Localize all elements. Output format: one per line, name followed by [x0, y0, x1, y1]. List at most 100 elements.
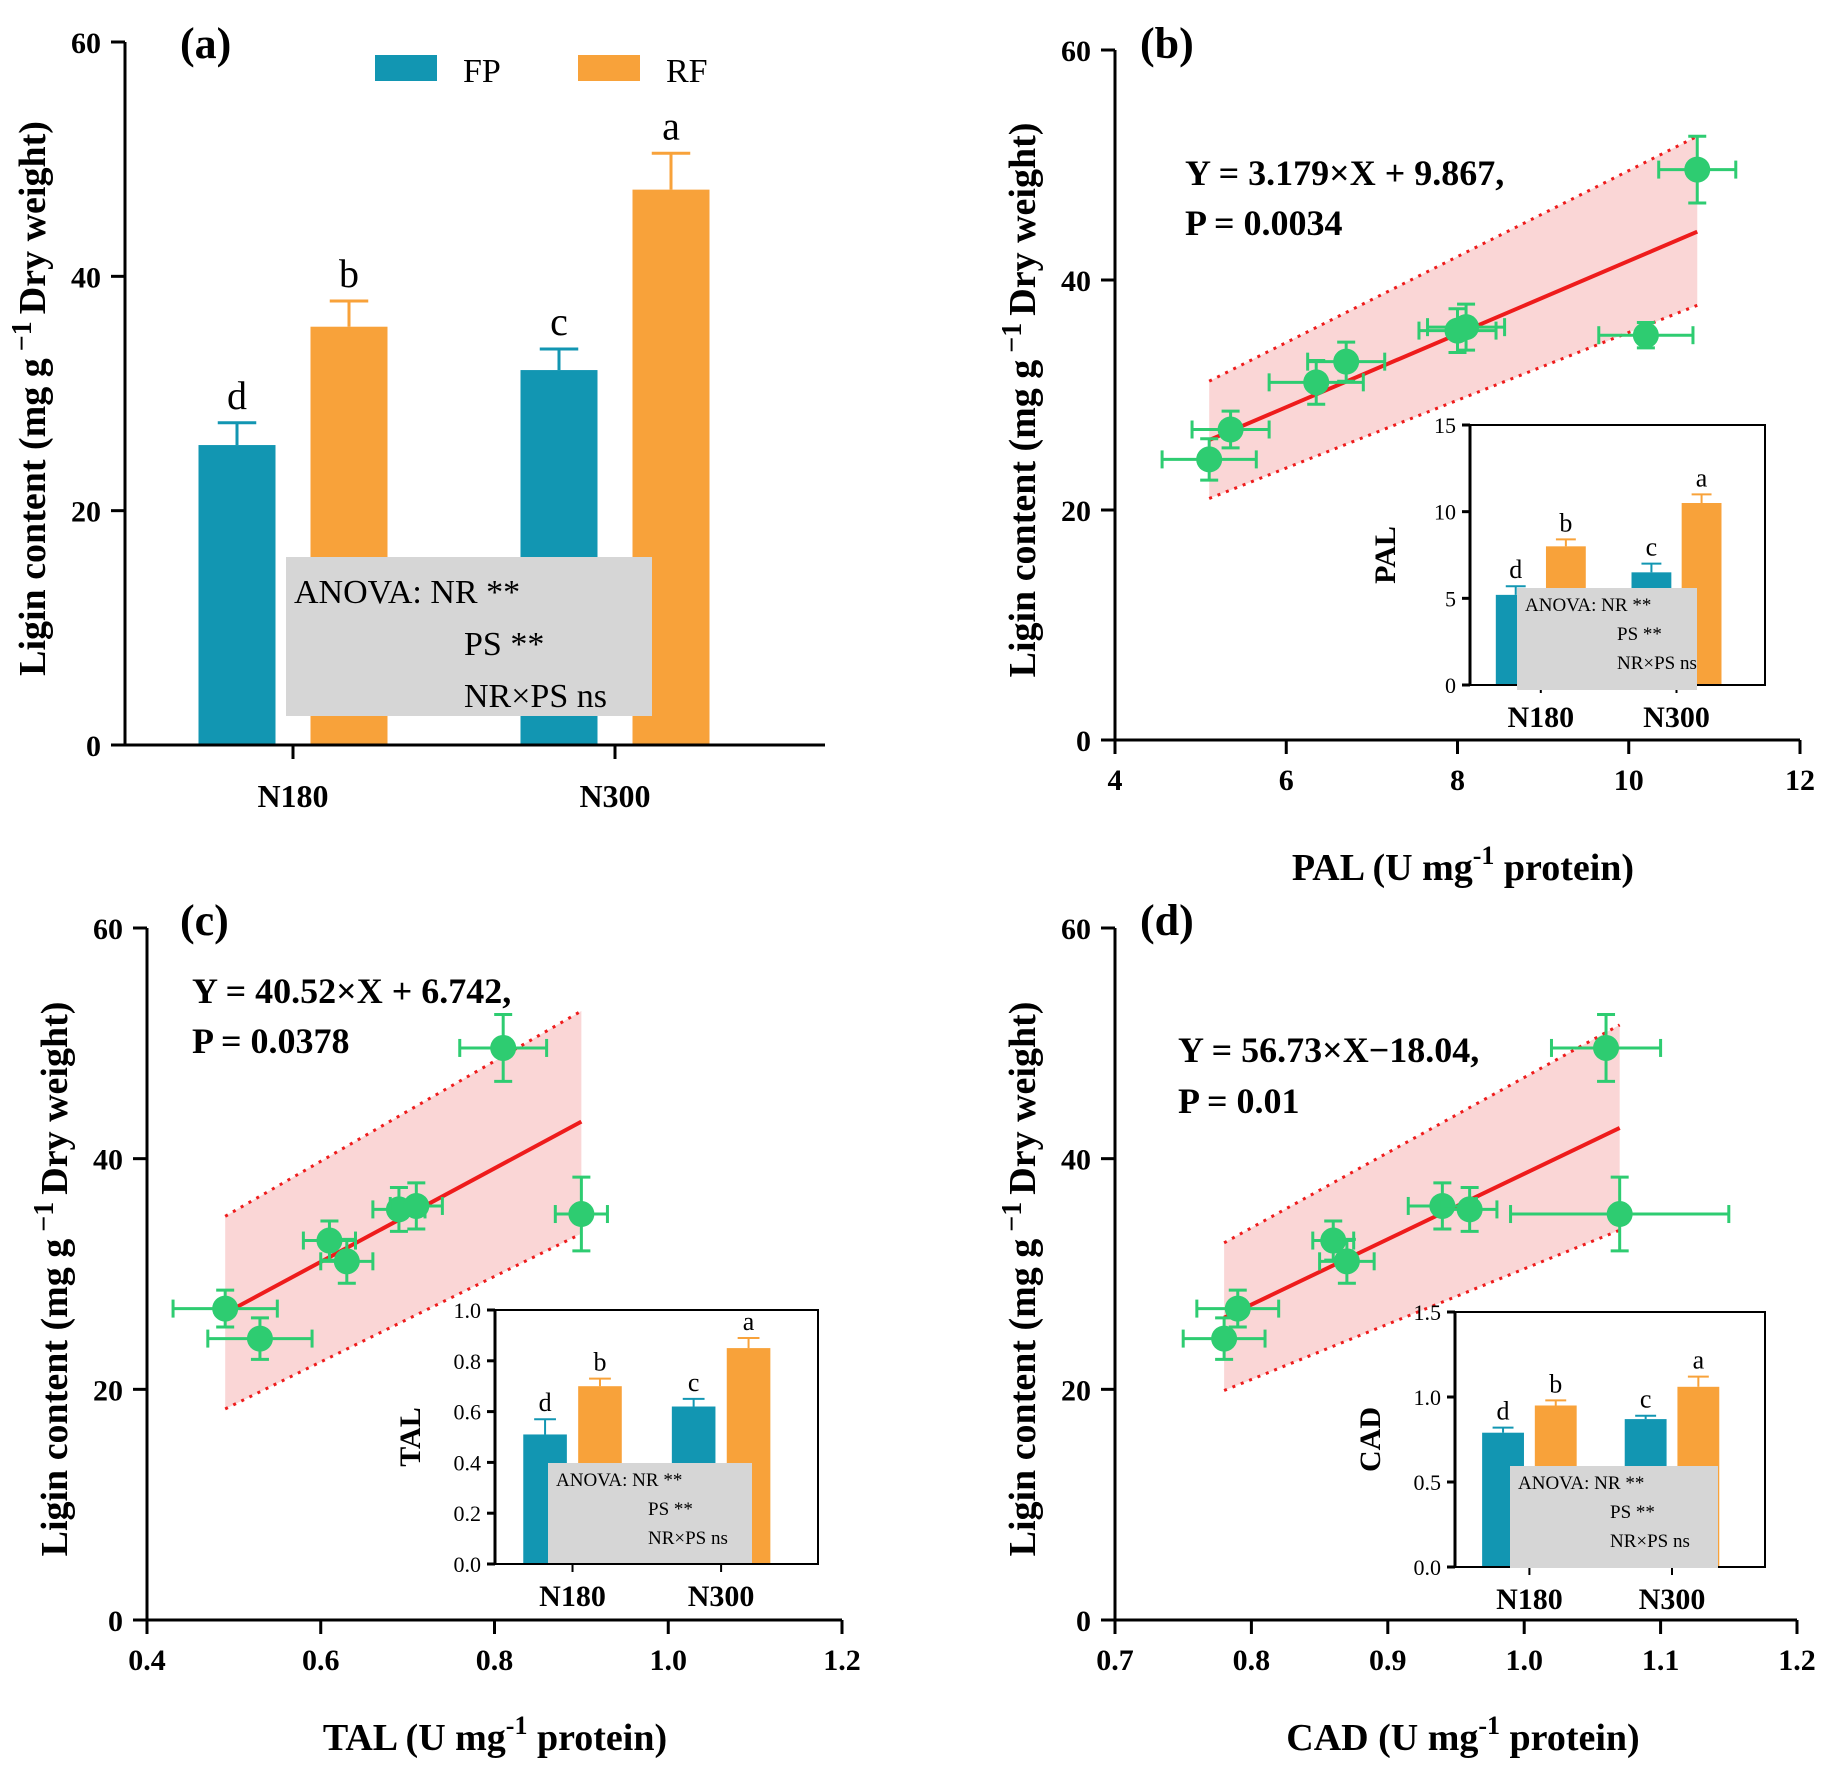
panel-c-y-axis-title: Ligin content (mg g −1 Dry weight) [29, 1002, 76, 1557]
panel-c-data-point [246, 1325, 273, 1352]
panel-a-y-axis-title: Ligin content (mg g −1 Dry weight) [7, 121, 54, 676]
panel-c-equation: Y = 40.52×X + 6.742, [192, 971, 511, 1011]
panel-c-scatter-tal: (c) 0 20 40 60 0.4 0.6 0.8 1.0 1.2 Y = 40.52×X + 6… [29, 896, 861, 1759]
legend-label-fp: FP [463, 53, 501, 90]
panel-d-confidence-band [1224, 1024, 1620, 1391]
panel-d-inset-anova-box [1510, 1466, 1718, 1568]
panel-d-inset-y-tick-label: 0.0 [1414, 1555, 1442, 1580]
panel-d-data-point [1333, 1248, 1360, 1275]
panel-b-inset-sig-letter: c [1646, 533, 1658, 562]
panel-b-data-point [1217, 416, 1244, 443]
panel-b-inset-y-tick-label: 0 [1445, 673, 1456, 698]
panel-c-data-point [333, 1248, 360, 1275]
panel-b-inset-anova-line: NR×PS ns [1617, 653, 1697, 674]
panel-a-y-tick-label: 20 [71, 496, 101, 529]
legend-label-rf: RF [666, 53, 708, 90]
panel-b-inset-sig-letter: a [1696, 463, 1708, 492]
panel-d-p-value: P = 0.01 [1178, 1081, 1300, 1121]
panel-a-anova-box [286, 557, 652, 716]
panel-c-inset-y-tick-label: 0.8 [454, 1349, 482, 1374]
panel-d-x-tick-label: 0.8 [1233, 1644, 1271, 1677]
panel-b-equation: Y = 3.179×X + 9.867, [1185, 153, 1504, 193]
panel-c-inset-y-axis-title: TAL [394, 1407, 427, 1466]
panel-a-y-tick-label: 0 [86, 730, 101, 763]
panel-c-inset-sig-letter: d [539, 1388, 552, 1417]
panel-c-data-point [316, 1227, 343, 1254]
panel-b-inset-x-category-label: N300 [1643, 701, 1710, 734]
panel-d-inset-y-axis-title: CAD [1354, 1407, 1387, 1472]
panel-b-inset-sig-letter: b [1559, 508, 1572, 537]
panel-b-data-point [1684, 156, 1711, 183]
panel-d-data-point [1224, 1295, 1251, 1322]
panel-b-y-tick-label: 0 [1076, 725, 1091, 758]
panel-c-inset-y-tick-label: 0.0 [454, 1552, 482, 1577]
panel-a-bar-chart: (a) 0 20 40 60 FP RF d b N180 c a N300 ANOVA: NR ** PS… [7, 19, 825, 814]
panel-b-p-value: P = 0.0034 [1185, 203, 1343, 243]
panel-c-inset-anova-line: NR×PS ns [648, 1528, 728, 1549]
panel-b-inset-anova-line: PS ** [1617, 624, 1662, 645]
panel-d-data-point [1456, 1196, 1483, 1223]
panel-b-label: (b) [1140, 19, 1194, 68]
panel-b-inset-y-tick-label: 15 [1434, 413, 1456, 438]
panel-d-inset-x-category-label: N300 [1639, 1583, 1706, 1616]
panel-c-inset-y-tick-label: 0.4 [454, 1450, 482, 1475]
panel-d-data-point [1211, 1325, 1238, 1352]
panel-c-p-value: P = 0.0378 [192, 1021, 350, 1061]
panel-d-band-upper [1223, 1023, 1621, 1245]
panel-a-anova-line: NR×PS ns [464, 678, 607, 715]
panel-b-inset-y-axis-title: PAL [1369, 526, 1402, 584]
panel-c-inset-x-category-label: N180 [539, 1580, 606, 1613]
panel-b-band-upper [1208, 134, 1698, 383]
panel-d-inset-anova-line: PS ** [1610, 1502, 1655, 1523]
panel-b-data-point [1303, 369, 1330, 396]
panel-c-band-lower [224, 1232, 583, 1411]
panel-c-inset-anova-line: PS ** [648, 1499, 693, 1520]
panel-a-y-tick-label: 40 [71, 261, 101, 294]
panel-d-inset-anova-line: NR×PS ns [1610, 1531, 1690, 1552]
panel-d-y-tick-label: 40 [1061, 1144, 1091, 1177]
panel-c-data-point [212, 1295, 239, 1322]
panel-d-inset-x-category-label: N180 [1496, 1583, 1563, 1616]
panel-a-anova-line: PS ** [464, 626, 544, 663]
panel-d-inset-sig-letter: c [1640, 1385, 1652, 1414]
panel-a-y-tick-label: 60 [71, 27, 101, 60]
panel-b-y-tick-label: 60 [1061, 35, 1091, 68]
panel-b-y-axis-title: Ligin content (mg g −1 Dry weight) [997, 123, 1044, 678]
panel-b-data-point [1632, 322, 1659, 349]
panel-b-inset-y-tick-label: 10 [1434, 500, 1456, 525]
panel-d-label: (d) [1140, 896, 1194, 945]
panel-a-sig-letter: d [227, 373, 247, 418]
panel-b-x-tick-label: 8 [1450, 764, 1465, 797]
panel-b-y-tick-label: 20 [1061, 495, 1091, 528]
panel-c-inset-anova-box [548, 1463, 752, 1563]
panel-b-data-point [1453, 314, 1480, 341]
panel-b-data-point [1196, 446, 1223, 473]
panel-b-x-tick-label: 12 [1785, 764, 1815, 797]
panel-b-inset-anova-line: ANOVA: NR ** [1525, 595, 1651, 616]
panel-c-inset-y-tick-label: 0.6 [454, 1400, 482, 1425]
panel-c-data-point [490, 1034, 517, 1061]
panel-c-x-tick-label: 0.6 [302, 1644, 340, 1677]
panel-d-inset-sig-letter: a [1693, 1346, 1705, 1375]
panel-a-anova-line: ANOVA: NR ** [294, 574, 520, 611]
panel-d-data-point [1320, 1227, 1347, 1254]
panel-b-band-lower [1208, 303, 1698, 500]
legend-swatch-rf [578, 55, 640, 81]
panel-a-sig-letter: b [339, 251, 359, 296]
panel-c-label: (c) [180, 896, 229, 945]
panel-c-inset-sig-letter: a [743, 1307, 755, 1336]
panel-d-fit-line [1223, 1126, 1621, 1320]
panel-c-y-tick-label: 0 [108, 1605, 123, 1638]
panel-d-inset-sig-letter: b [1549, 1369, 1562, 1398]
panel-a-bar-FP-N180 [198, 445, 276, 745]
panel-d-x-axis-title: CAD (U mg-1 protein) [1286, 1711, 1639, 1759]
panel-d-x-tick-label: 0.9 [1369, 1644, 1407, 1677]
panel-c-data-point [403, 1192, 430, 1219]
panel-d-x-tick-label: 0.7 [1096, 1644, 1134, 1677]
panel-c-x-tick-label: 0.8 [476, 1644, 514, 1677]
panel-d-x-tick-label: 1.2 [1778, 1644, 1816, 1677]
panel-b-confidence-band [1209, 136, 1698, 499]
panel-c-x-tick-label: 1.0 [650, 1644, 688, 1677]
legend-swatch-fp [375, 55, 437, 81]
